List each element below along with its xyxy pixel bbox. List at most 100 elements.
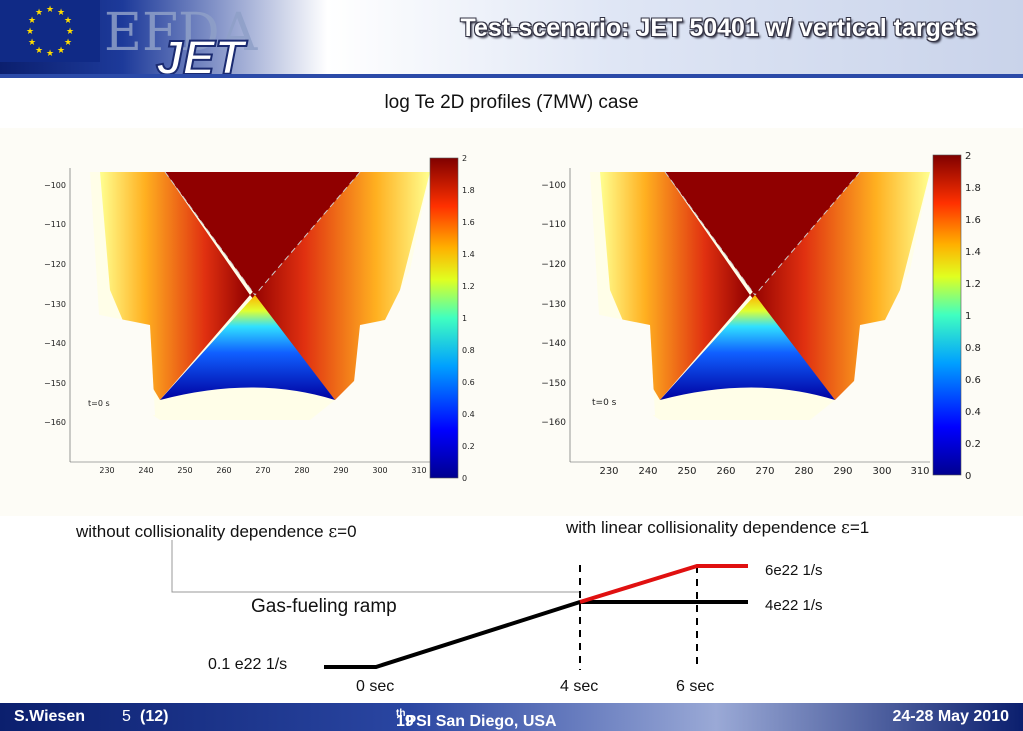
y-tick: −150 (541, 379, 566, 389)
colorbar-tick: 1.4 (462, 250, 475, 259)
colorbar-tick: 1.8 (965, 183, 981, 194)
svg-text:JET: JET (156, 32, 248, 78)
colorbar-tick: 0 (462, 474, 467, 483)
colorbar-tick: 0.2 (462, 442, 475, 451)
x-tick: 290 (333, 466, 348, 475)
x-tick: 260 (716, 466, 735, 477)
colorbar-tick: 0.8 (965, 343, 981, 354)
start-value-label: 0.1 e22 1/s (208, 656, 288, 673)
colorbar-tick: 1.6 (462, 218, 475, 227)
y-tick: −130 (44, 300, 66, 309)
x-tick: 250 (677, 466, 696, 477)
gas-fueling-ramp-diagram (171, 540, 748, 670)
colorbar-tick: 0.6 (462, 378, 475, 387)
header-banner: ★ ★ ★ ★ ★ ★ ★ ★ ★ ★ ★ ★ EFDA JET Test-scenario: … (0, 0, 1023, 86)
x-tick: 310 (910, 466, 929, 477)
svg-text:★: ★ (26, 27, 34, 37)
footer-page-number: 5 (122, 708, 131, 725)
slide-title: Test-scenario: JET 50401 w/ vertical tar… (460, 14, 977, 42)
y-tick: −120 (541, 260, 566, 270)
caption-plot-2: with linear collisionality dependence ε=… (566, 518, 870, 538)
colorbar-tick: 1 (462, 314, 467, 323)
x-tick: 250 (177, 466, 192, 475)
y-tick: −100 (541, 181, 566, 191)
ramp-low-line (324, 600, 748, 669)
footer-dates: 24-28 May 2010 (892, 708, 1009, 725)
ramp-high-line (579, 564, 748, 604)
x-tick: 280 (294, 466, 309, 475)
x-tick: 280 (794, 466, 813, 477)
y-tick: −130 (541, 300, 566, 310)
svg-text:★: ★ (35, 8, 43, 18)
plot-area (569, 168, 930, 463)
svg-text:★: ★ (28, 38, 36, 48)
svg-text:★: ★ (57, 46, 65, 56)
plot-area (69, 168, 430, 463)
colorbar (429, 157, 459, 479)
colorbar-tick: 0.4 (462, 410, 475, 419)
x-tick: 240 (138, 466, 153, 475)
time-label-6: 6 sec (676, 678, 715, 695)
svg-text:EFDA: EFDA (104, 3, 259, 63)
caption-plot-1: without collisionality dependence ε=0 (76, 522, 357, 542)
y-tick: −160 (44, 418, 66, 427)
x-tick: 290 (833, 466, 852, 477)
y-tick: −110 (541, 220, 566, 230)
x-tick: 230 (99, 466, 114, 475)
callout-bracket (171, 540, 580, 593)
colorbar-tick: 0 (965, 471, 971, 482)
time-label-0: 0 sec (356, 678, 395, 695)
colorbar-tick: 1.8 (462, 186, 475, 195)
efda-jet-logo: EFDA JET (100, 0, 290, 86)
te-profile-plot-1: −100 −110 −120 −130 −140 −150 −160 230 2… (44, 154, 475, 483)
svg-text:★: ★ (64, 16, 72, 26)
y-tick: −160 (541, 418, 566, 428)
colorbar-tick: 1.4 (965, 247, 981, 258)
time-label: t=0 s (592, 398, 617, 408)
y-tick: −110 (44, 220, 66, 229)
colorbar-tick: 2 (462, 154, 467, 163)
svg-text:★: ★ (57, 8, 65, 18)
time-label: t=0 s (88, 399, 110, 408)
header-divider (0, 74, 1023, 78)
svg-text:★: ★ (35, 46, 43, 56)
colorbar-tick: 1.2 (462, 282, 475, 291)
time-label-4: 4 sec (560, 678, 599, 695)
svg-text:★: ★ (64, 38, 72, 48)
colorbar-tick: 1 (965, 311, 971, 322)
level-low-label: 4e22 1/s (765, 597, 823, 614)
te-profile-plot-2: −100 −110 −120 −130 −140 −150 −160 230 2… (541, 151, 981, 482)
colorbar-tick: 0.2 (965, 439, 981, 450)
x-tick: 230 (599, 466, 618, 477)
x-tick: 240 (638, 466, 657, 477)
colorbar (932, 154, 962, 476)
x-tick: 270 (255, 466, 270, 475)
svg-text:★: ★ (46, 5, 54, 15)
y-tick: −100 (44, 181, 66, 190)
footer-page-total: (12) (140, 708, 169, 725)
colorbar-tick: 1.2 (965, 279, 981, 290)
level-high-label: 6e22 1/s (765, 562, 823, 579)
x-tick: 300 (372, 466, 387, 475)
colorbar-tick: 1.6 (965, 215, 981, 226)
y-tick: −120 (44, 260, 66, 269)
y-tick: −140 (541, 339, 566, 349)
y-tick: −140 (44, 339, 66, 348)
eu-flag-icon: ★ ★ ★ ★ ★ ★ ★ ★ ★ ★ ★ ★ (0, 0, 100, 62)
y-tick: −150 (44, 379, 66, 388)
slide-subtitle: log Te 2D profiles (7MW) case (384, 92, 639, 113)
footer-author: S.Wiesen (14, 708, 85, 725)
colorbar-tick: 0.4 (965, 407, 981, 418)
colorbar-tick: 0.6 (965, 375, 981, 386)
x-tick: 260 (216, 466, 231, 475)
x-tick: 300 (872, 466, 891, 477)
colorbar-tick: 2 (965, 151, 971, 162)
svg-text:★: ★ (46, 49, 54, 59)
colorbar-tick: 0.8 (462, 346, 475, 355)
x-tick: 270 (755, 466, 774, 477)
x-tick: 310 (411, 466, 426, 475)
svg-text:★: ★ (28, 16, 36, 26)
svg-text:★: ★ (66, 27, 74, 37)
